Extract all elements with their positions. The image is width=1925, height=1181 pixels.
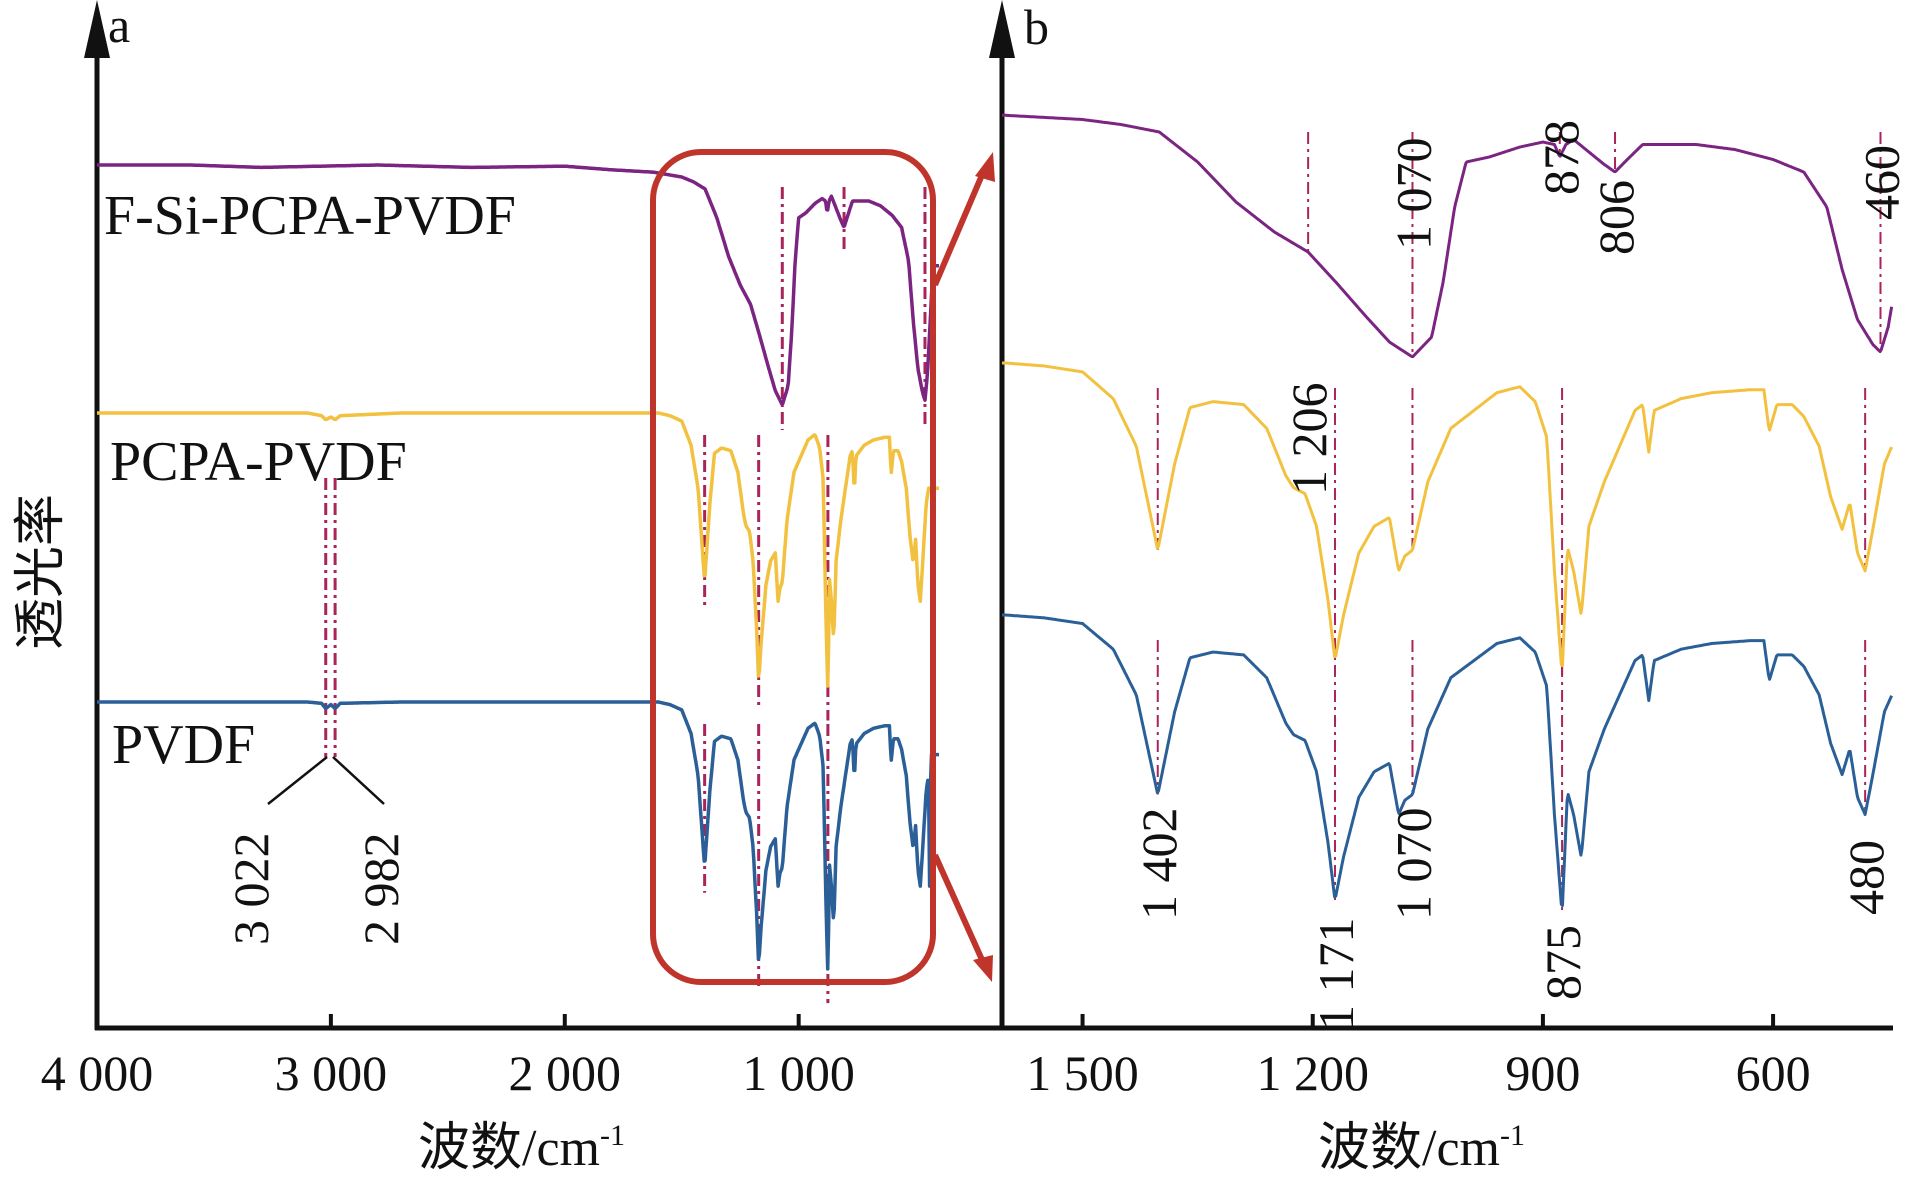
- series-line-pvdf: [96, 700, 940, 971]
- series-line-pcpa-pvdf: [96, 411, 940, 688]
- peak-label-top-806: 806: [1588, 180, 1644, 255]
- series-label-pvdf: PVDF: [112, 714, 255, 776]
- leader-line-3022: [267, 756, 328, 805]
- y-axis-title: 透光率: [13, 494, 70, 650]
- panel-a-label: a: [108, 0, 130, 53]
- series-line-f-si-pcpa-pvdf: [96, 163, 940, 406]
- x-tick-label: 3 000: [275, 1045, 388, 1101]
- x-tick-label: 2 000: [509, 1045, 622, 1101]
- x-tick-label: 4 000: [41, 1045, 154, 1101]
- panel-b-series: [1001, 113, 1894, 907]
- peak-label-bottom-480: 480: [1838, 840, 1894, 915]
- peak-label-top-1070: 1 070: [1385, 138, 1441, 251]
- series-line-f-si-pcpa-pvdf: [1001, 113, 1894, 359]
- zoom-arrow-top-head-icon: [975, 152, 995, 182]
- highlight-box: [650, 149, 936, 985]
- panel-a: a 4 000 3 000 2 000 1 000 F-Si-PCPA-PVDF PC…: [13, 0, 1004, 1177]
- zoom-arrow-bottom: [932, 853, 986, 964]
- x-tick-label: 600: [1736, 1045, 1811, 1101]
- peak-label-bottom-1070: 1 070: [1385, 808, 1441, 921]
- series-label-f-si-pcpa-pvdf: F-Si-PCPA-PVDF: [104, 185, 516, 247]
- x-tick-label: 1 500: [1026, 1045, 1139, 1101]
- panel-a-x-axis-title: 波数/cm-1: [418, 1119, 625, 1177]
- series-label-pcpa-pvdf: PCPA-PVDF: [110, 431, 407, 493]
- peak-label-3022: 3 022: [223, 833, 279, 946]
- panel-b-x-ticks: 1 500 1 200 900 600: [1026, 1014, 1811, 1101]
- panel-b-y-axis-arrow-icon: [989, 0, 1015, 58]
- x-tick-label: 900: [1505, 1045, 1580, 1101]
- panel-a-x-ticks: 4 000 3 000 2 000 1 000: [41, 1014, 855, 1101]
- x-tick-label: 1 200: [1256, 1045, 1369, 1101]
- leader-line-2982: [332, 756, 385, 805]
- peak-label-bottom-875: 875: [1535, 925, 1591, 1000]
- peak-label-bottom-1171: 1 171: [1308, 918, 1364, 1031]
- panel-a-series: [96, 163, 940, 971]
- panel-b-x-axis-title-sup: -1: [1500, 1119, 1525, 1152]
- peak-label-bottom-1402: 1 402: [1131, 808, 1187, 921]
- peak-label-top-460: 460: [1853, 145, 1909, 220]
- panel-a-y-axis-arrow-icon: [84, 0, 110, 58]
- panel-b-x-axis-title: 波数/cm-1: [1318, 1119, 1525, 1177]
- x-tick-label: 1 000: [742, 1045, 855, 1101]
- peak-label-top-878: 878: [1533, 120, 1589, 195]
- peak-label-top-1206: 1 206: [1281, 383, 1337, 496]
- zoom-arrow-top: [932, 166, 988, 287]
- series-line-pcpa-pvdf: [1001, 361, 1893, 668]
- panel-a-x-axis-title-sup: -1: [600, 1119, 625, 1152]
- panel-b-marker-lines: [1156, 132, 1882, 915]
- panel-b-label: b: [1024, 0, 1049, 55]
- peak-label-2982: 2 982: [353, 833, 409, 946]
- zoom-arrow-bottom-head-icon: [973, 955, 993, 982]
- series-line-pvdf: [1001, 613, 1893, 907]
